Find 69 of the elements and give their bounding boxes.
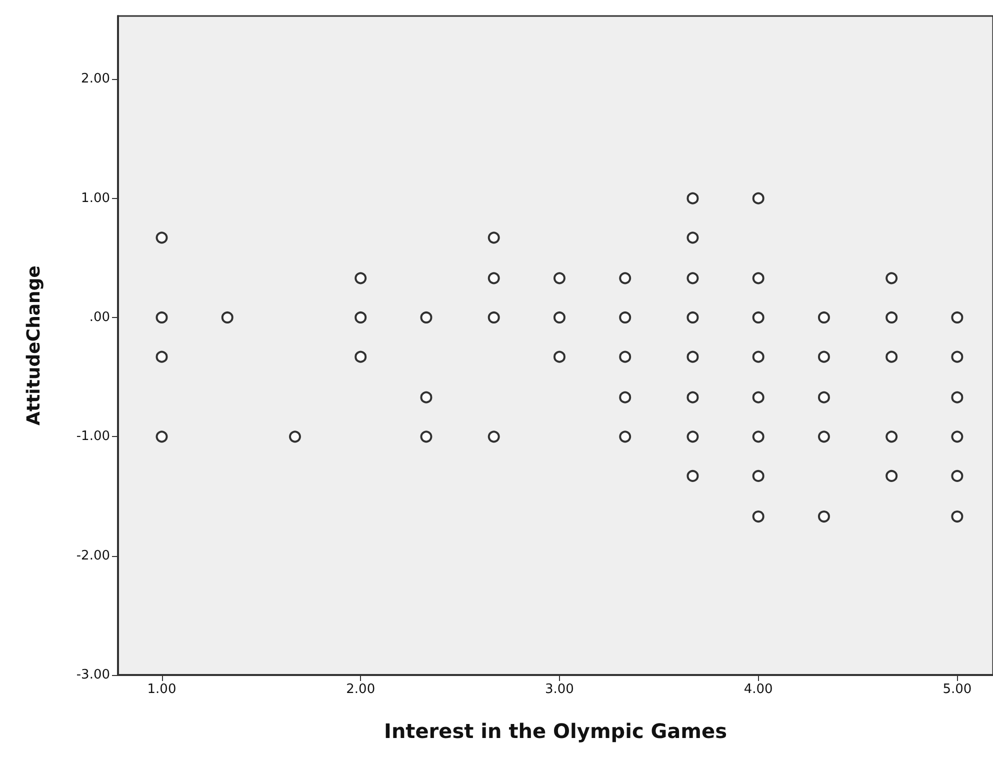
point	[752, 430, 764, 443]
point	[886, 272, 898, 284]
point	[420, 312, 432, 324]
point	[951, 470, 964, 482]
point	[686, 430, 699, 443]
x-tick-label: 2.00	[346, 682, 376, 697]
point	[951, 312, 964, 324]
point	[553, 312, 566, 324]
point	[951, 510, 964, 523]
x-tick-label: 3.00	[545, 682, 574, 697]
y-tick-label: -3.00	[76, 668, 110, 682]
y-tick-label: 2.00	[81, 72, 110, 87]
point	[752, 391, 764, 404]
point	[818, 391, 830, 404]
point	[886, 350, 898, 363]
point	[686, 350, 699, 363]
point	[951, 391, 964, 404]
point	[156, 312, 168, 324]
point	[752, 272, 764, 284]
point	[488, 430, 500, 443]
point	[886, 312, 898, 324]
y-axis-title: AttitudeChange	[24, 266, 44, 426]
point	[886, 470, 898, 482]
y-tick-label: -1.00	[76, 429, 110, 444]
point	[156, 232, 168, 244]
point	[686, 312, 699, 324]
point	[752, 510, 764, 523]
point	[686, 470, 699, 482]
point	[752, 350, 764, 363]
point	[354, 312, 367, 324]
point	[156, 430, 168, 443]
point	[553, 272, 566, 284]
point	[619, 350, 632, 363]
point	[951, 430, 964, 443]
point	[886, 430, 898, 443]
point	[686, 391, 699, 404]
point	[619, 312, 632, 324]
point	[686, 272, 699, 284]
y-tick-label: -2.00	[76, 548, 110, 564]
point	[488, 272, 500, 284]
point	[818, 430, 830, 443]
point	[619, 272, 632, 284]
x-tick-label: 5.00	[942, 682, 972, 697]
point	[420, 391, 432, 404]
point	[156, 350, 168, 363]
point	[221, 312, 234, 324]
point	[289, 430, 301, 443]
point	[752, 470, 764, 482]
point	[752, 312, 764, 324]
y-tick-label: 1.00	[81, 190, 110, 206]
point	[488, 232, 500, 244]
point	[354, 350, 367, 363]
point	[488, 312, 500, 324]
point	[553, 350, 566, 363]
x-axis-title: Interest in the Olympic Games	[384, 719, 727, 743]
point	[951, 350, 964, 363]
point	[818, 312, 830, 324]
point	[818, 510, 830, 523]
point	[354, 272, 367, 284]
x-tick-label: 1.00	[147, 682, 176, 697]
x-tick-label: 4.00	[744, 682, 773, 697]
point	[619, 430, 632, 443]
point	[686, 192, 699, 204]
y-tick-label: .00	[89, 310, 110, 325]
point	[686, 232, 699, 244]
point	[752, 192, 764, 204]
point	[619, 391, 632, 404]
point	[420, 430, 432, 443]
point	[818, 350, 830, 363]
